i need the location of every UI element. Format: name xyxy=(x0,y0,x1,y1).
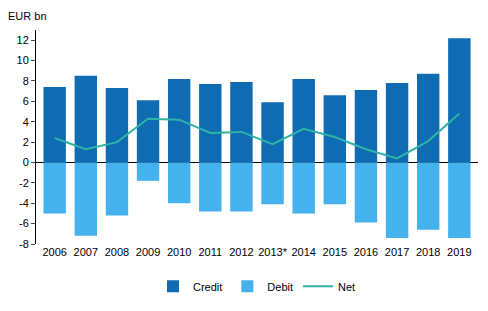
svg-text:2017: 2017 xyxy=(385,246,409,258)
svg-text:Net: Net xyxy=(338,281,355,293)
svg-text:-2: -2 xyxy=(19,177,29,189)
svg-text:6: 6 xyxy=(23,95,29,107)
svg-text:2008: 2008 xyxy=(105,246,129,258)
svg-text:-4: -4 xyxy=(19,197,29,209)
svg-text:EUR bn: EUR bn xyxy=(8,10,47,22)
svg-text:2013*: 2013* xyxy=(258,246,287,258)
svg-text:12: 12 xyxy=(17,34,29,46)
svg-text:Debit: Debit xyxy=(267,281,293,293)
svg-text:4: 4 xyxy=(23,116,29,128)
svg-text:2016: 2016 xyxy=(354,246,378,258)
svg-text:2011: 2011 xyxy=(198,246,222,258)
svg-text:2012: 2012 xyxy=(229,246,253,258)
svg-text:10: 10 xyxy=(17,54,29,66)
svg-text:2006: 2006 xyxy=(42,246,66,258)
svg-text:8: 8 xyxy=(23,75,29,87)
svg-text:Credit: Credit xyxy=(193,281,222,293)
svg-text:2010: 2010 xyxy=(167,246,191,258)
svg-text:-8: -8 xyxy=(19,238,29,250)
svg-text:2: 2 xyxy=(23,136,29,148)
svg-text:2009: 2009 xyxy=(136,246,160,258)
svg-text:-6: -6 xyxy=(19,217,29,229)
svg-text:2018: 2018 xyxy=(416,246,440,258)
svg-text:2007: 2007 xyxy=(74,246,98,258)
svg-text:2019: 2019 xyxy=(447,246,471,258)
svg-text:0: 0 xyxy=(23,156,29,168)
svg-text:2015: 2015 xyxy=(323,246,347,258)
svg-text:2014: 2014 xyxy=(291,246,315,258)
